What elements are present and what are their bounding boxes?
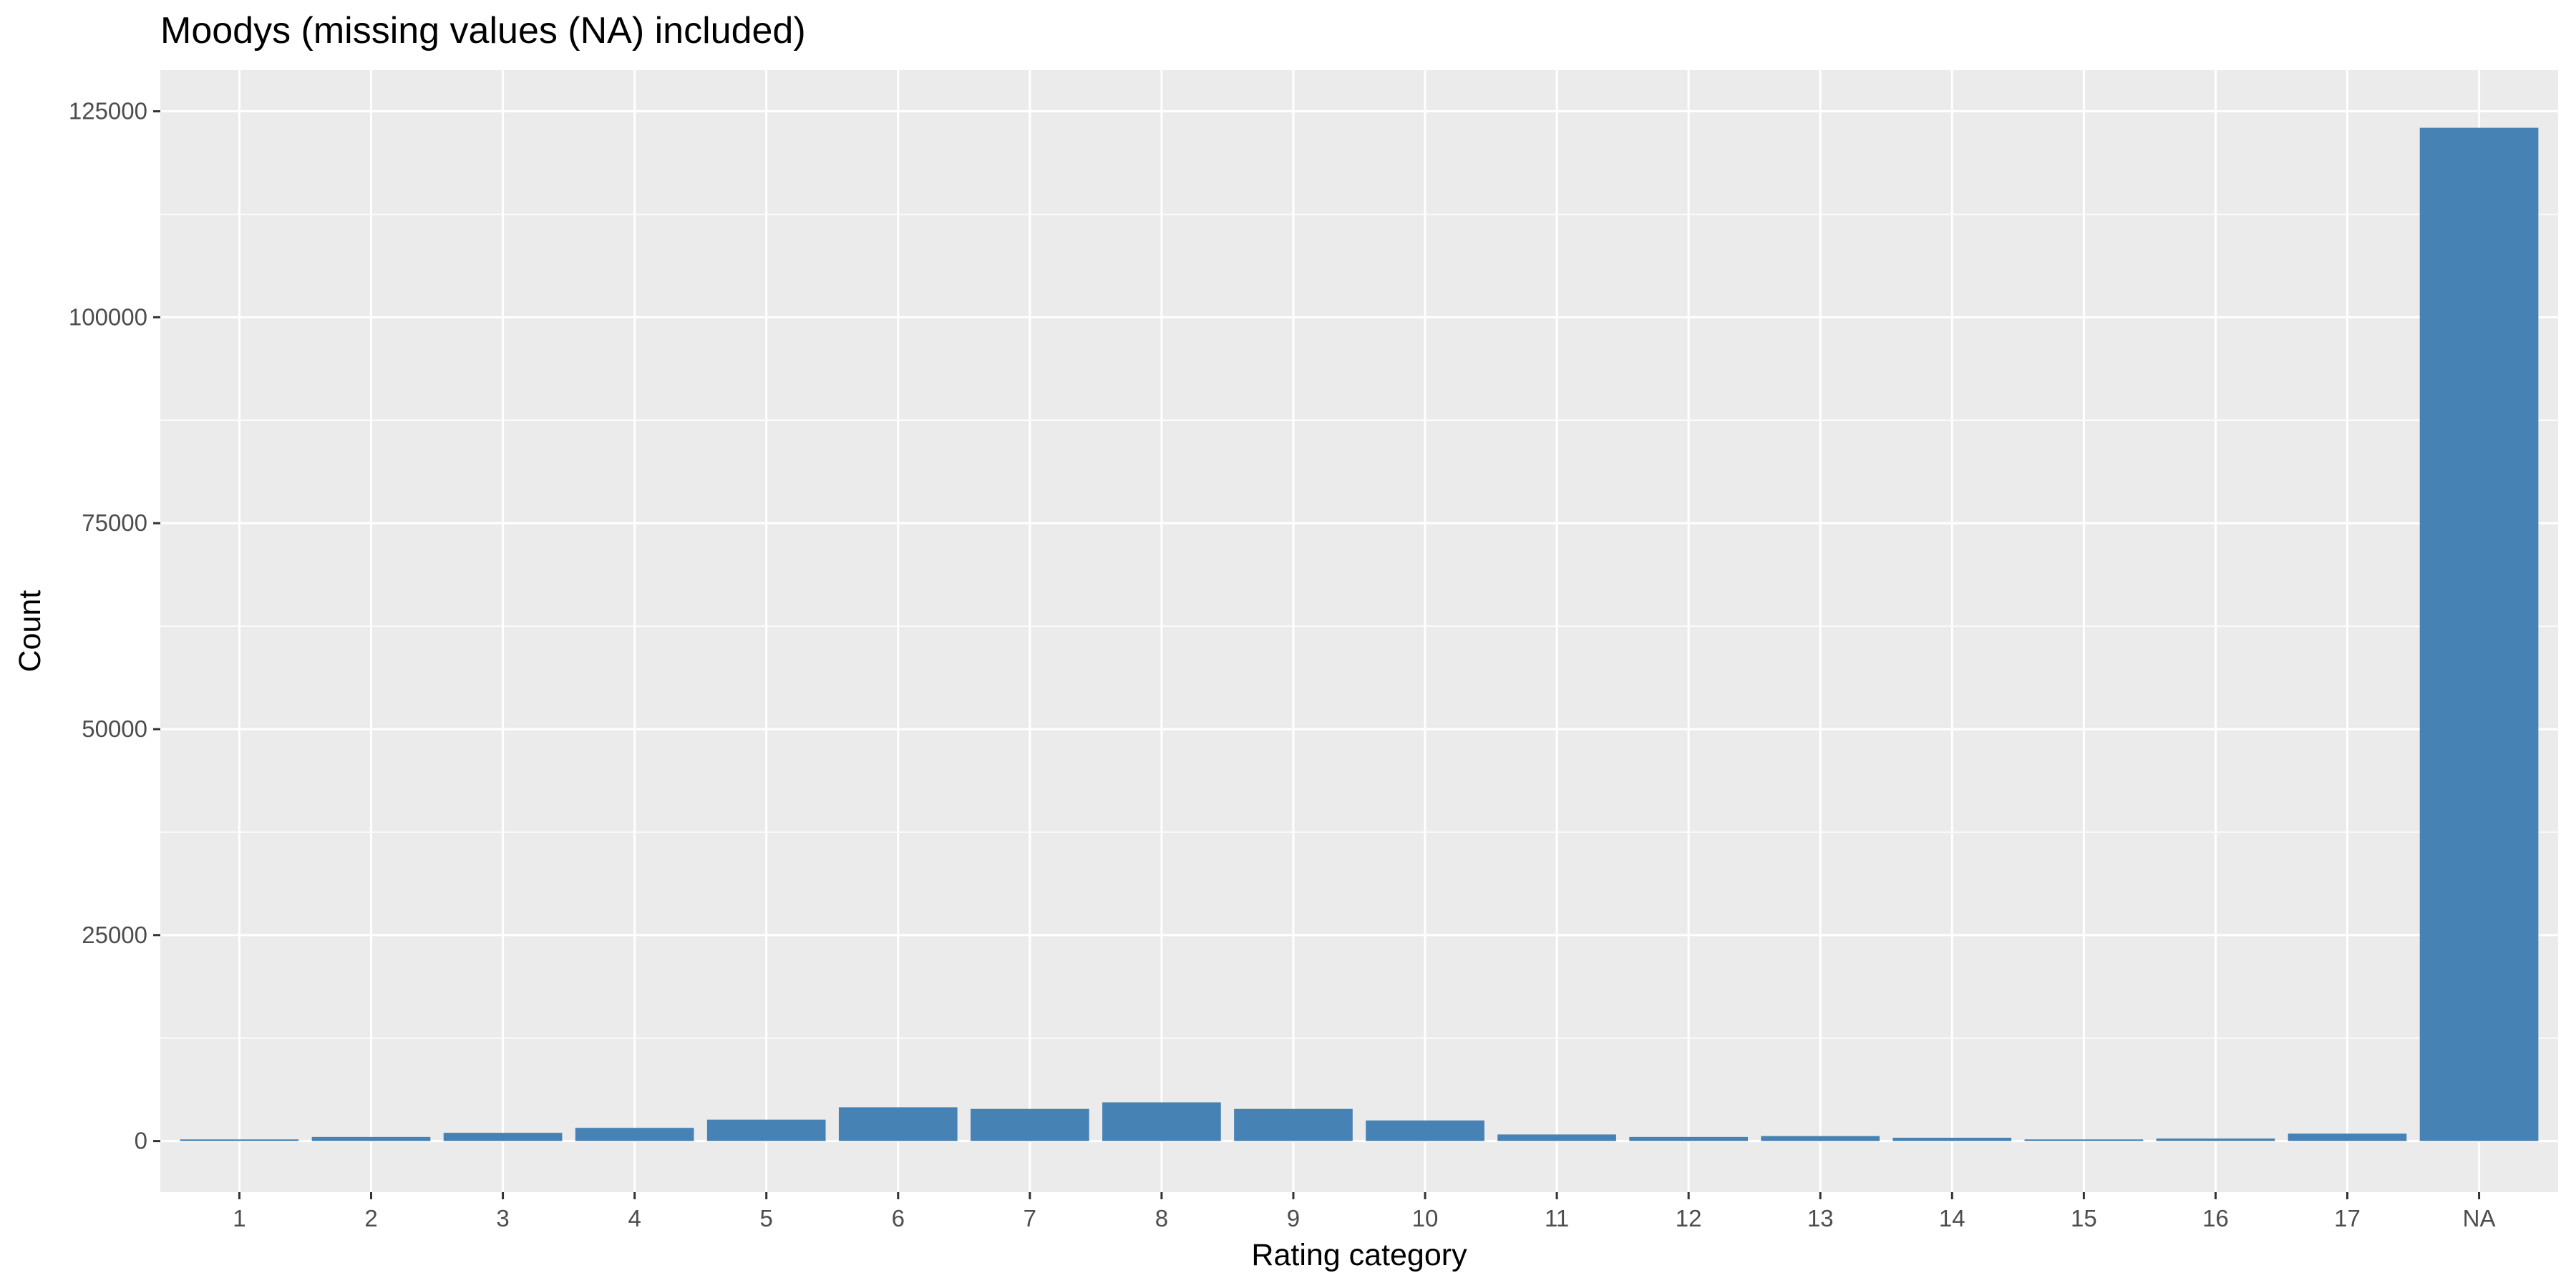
bar-3: [443, 1133, 563, 1141]
x-tick-label: 8: [1155, 1205, 1168, 1231]
x-tick-label: 10: [1412, 1205, 1439, 1231]
bar-17: [2288, 1133, 2407, 1141]
x-tick-label: 16: [2202, 1205, 2229, 1231]
x-tick-label: 3: [496, 1205, 509, 1231]
x-tick-label: 17: [2334, 1205, 2361, 1231]
bar-6: [838, 1107, 958, 1141]
x-tick-label: 13: [1807, 1205, 1834, 1231]
bar-11: [1497, 1134, 1616, 1141]
y-tick-label: 100000: [69, 303, 147, 330]
bar-1: [180, 1139, 299, 1141]
bar-7: [971, 1108, 1089, 1141]
y-tick-label: 75000: [82, 509, 147, 536]
bar-9: [1234, 1108, 1353, 1141]
x-tick-label: 5: [760, 1205, 773, 1231]
x-tick-label: 2: [364, 1205, 377, 1231]
x-tick-label: 1: [233, 1205, 246, 1231]
bar-15: [2024, 1139, 2144, 1141]
x-tick-label: NA: [2463, 1205, 2496, 1231]
bars: [180, 127, 2539, 1141]
bar-16: [2156, 1138, 2275, 1141]
bar-12: [1629, 1136, 1748, 1141]
x-axis: 1 2 3 4 5 6 7 8 9 10 11 12 13 14 15 16 17 NA: [233, 1192, 2495, 1231]
plot-panel: [160, 70, 2558, 1192]
bar-8: [1102, 1102, 1221, 1141]
bar-14: [1892, 1138, 2012, 1141]
bar-NA: [2419, 127, 2539, 1141]
y-axis: 0 25000 50000 75000 100000 125000: [69, 98, 160, 1154]
minor-gridlines: [160, 213, 2558, 1039]
bar-10: [1366, 1120, 1484, 1141]
x-tick-label: 9: [1287, 1205, 1300, 1231]
y-tick-label: 25000: [82, 922, 147, 948]
x-tick-label: 6: [892, 1205, 905, 1231]
x-tick-label: 15: [2071, 1205, 2097, 1231]
y-tick-label: 125000: [69, 98, 147, 125]
y-tick-label: 0: [135, 1128, 147, 1154]
y-axis-title: Count: [13, 590, 47, 673]
y-tick-label: 50000: [82, 716, 147, 742]
x-tick-label: 4: [628, 1205, 641, 1231]
bar-2: [311, 1136, 431, 1141]
bar-4: [575, 1128, 694, 1141]
x-tick-label: 7: [1024, 1205, 1036, 1231]
bar-5: [706, 1119, 826, 1141]
x-tick-label: 11: [1545, 1205, 1569, 1231]
x-tick-label: 14: [1939, 1205, 1965, 1231]
bar-13: [1761, 1136, 1880, 1141]
x-tick-label: 12: [1676, 1205, 1702, 1231]
chart-title: Moodys (missing values (NA) included): [160, 10, 806, 52]
x-axis-title: Rating category: [1251, 1238, 1467, 1272]
